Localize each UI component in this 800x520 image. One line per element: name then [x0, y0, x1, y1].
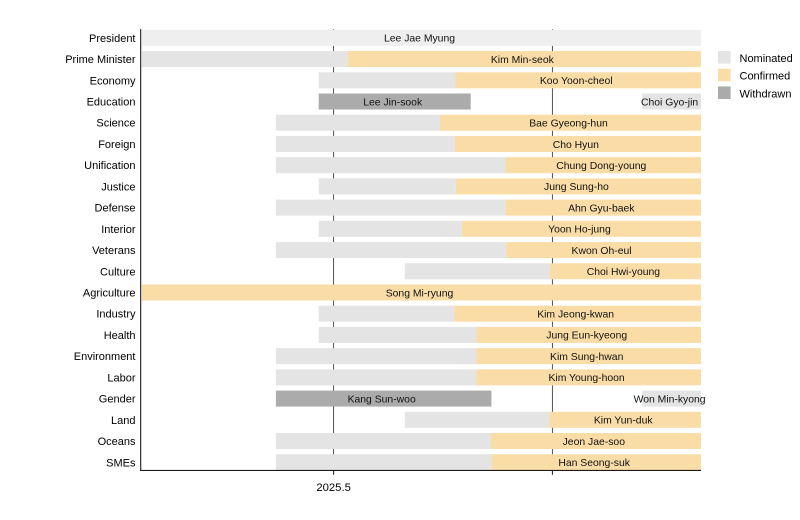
svg-text:Kang Sun-woo: Kang Sun-woo [348, 394, 416, 405]
svg-text:Chung Dong-young: Chung Dong-young [556, 161, 646, 172]
svg-text:Lee Jin-sook: Lee Jin-sook [363, 97, 423, 108]
svg-text:Kim Min-seok: Kim Min-seok [491, 55, 555, 66]
svg-text:Jung Sung-ho: Jung Sung-ho [544, 182, 609, 193]
svg-text:Koo Yoon-cheol: Koo Yoon-cheol [540, 76, 613, 87]
svg-text:Culture: Culture [100, 266, 135, 278]
svg-text:Han Seong-suk: Han Seong-suk [558, 458, 630, 469]
svg-text:Oceans: Oceans [98, 436, 136, 448]
svg-text:Interior: Interior [101, 224, 136, 236]
svg-text:Bae Gyeong-hun: Bae Gyeong-hun [529, 119, 608, 130]
svg-text:Education: Education [87, 97, 136, 109]
svg-text:Labor: Labor [107, 372, 135, 384]
svg-text:Yoon Ho-jung: Yoon Ho-jung [548, 225, 611, 236]
svg-text:SMEs: SMEs [106, 457, 136, 469]
svg-text:Defense: Defense [95, 203, 136, 215]
svg-text:Confirmed: Confirmed [740, 71, 791, 83]
svg-text:Environment: Environment [74, 351, 136, 363]
svg-text:Veterans: Veterans [92, 245, 136, 257]
svg-text:Economy: Economy [90, 75, 136, 87]
svg-text:Jeon Jae-soo: Jeon Jae-soo [563, 437, 626, 448]
svg-text:Industry: Industry [96, 309, 136, 321]
svg-text:Choi Hwi-young: Choi Hwi-young [587, 267, 661, 278]
svg-text:Withdrawn: Withdrawn [740, 88, 792, 100]
svg-text:Lee Jae Myung: Lee Jae Myung [384, 34, 455, 45]
svg-text:Unification: Unification [84, 160, 135, 172]
svg-text:President: President [89, 33, 135, 45]
svg-text:Agriculture: Agriculture [83, 287, 136, 299]
svg-text:Kim Young-hoon: Kim Young-hoon [548, 373, 624, 384]
svg-text:Cho Hyun: Cho Hyun [553, 140, 599, 151]
svg-text:Land: Land [111, 415, 135, 427]
svg-text:Kim Yun-duk: Kim Yun-duk [594, 416, 654, 427]
svg-text:Won Min-kyong: Won Min-kyong [634, 394, 706, 405]
svg-text:Nominated: Nominated [740, 53, 793, 65]
svg-text:Health: Health [104, 330, 136, 342]
svg-text:2025.5: 2025.5 [316, 482, 351, 494]
svg-text:Jung Eun-kyeong: Jung Eun-kyeong [546, 331, 627, 342]
svg-text:Choi Gyo-jin: Choi Gyo-jin [641, 97, 698, 108]
svg-text:Science: Science [96, 118, 135, 130]
svg-text:Justice: Justice [101, 181, 135, 193]
svg-text:Foreign: Foreign [98, 139, 135, 151]
svg-text:Kim Jeong-kwan: Kim Jeong-kwan [537, 310, 614, 321]
svg-text:Prime Minister: Prime Minister [65, 54, 136, 66]
svg-text:Kim Sung-hwan: Kim Sung-hwan [550, 352, 624, 363]
svg-text:Song Mi-ryung: Song Mi-ryung [386, 288, 454, 299]
svg-text:Ahn Gyu-baek: Ahn Gyu-baek [568, 203, 635, 214]
svg-text:Kwon Oh-eul: Kwon Oh-eul [572, 246, 632, 257]
svg-text:Gender: Gender [99, 394, 136, 406]
